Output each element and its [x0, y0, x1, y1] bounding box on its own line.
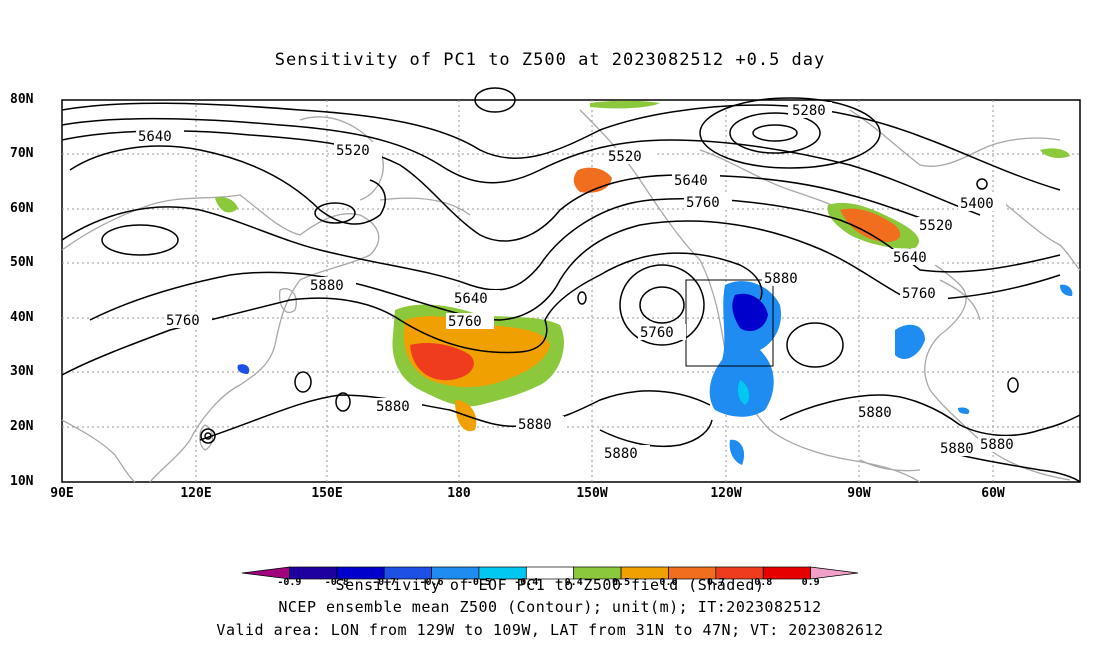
contour-label: 5760	[166, 313, 200, 329]
contour-label: 5640	[674, 173, 708, 189]
contour-label: 5280	[792, 103, 826, 119]
contour-label: 5520	[919, 218, 953, 234]
lat-label: 70N	[10, 146, 34, 161]
lon-label: 90W	[847, 486, 871, 501]
contour-label: 5880	[604, 446, 638, 462]
lat-label: 80N	[10, 92, 34, 107]
lon-label: 120W	[710, 486, 742, 501]
contour-label: 5880	[858, 405, 892, 421]
contour-label: 5880	[376, 399, 410, 415]
lon-label: 150W	[576, 486, 608, 501]
valid-area-box	[685, 279, 774, 367]
lat-label: 50N	[10, 255, 34, 270]
contour-label: 5880	[980, 437, 1014, 453]
contour-label: 5880	[310, 278, 344, 294]
lon-label: 180	[447, 486, 471, 501]
caption-valid-area: Valid area: LON from 129W to 109W, LAT f…	[216, 621, 884, 639]
lat-label: 10N	[10, 474, 34, 489]
contour-label: 5520	[608, 149, 642, 165]
lon-label: 150E	[311, 486, 343, 501]
contour-label: 5760	[902, 286, 936, 302]
lat-label: 60N	[10, 201, 34, 216]
contour-label: 5760	[686, 195, 720, 211]
contour-label: 5760	[448, 314, 482, 330]
caption-contour: NCEP ensemble mean Z500 (Contour); unit(…	[278, 598, 822, 616]
contour-label: 5880	[764, 271, 798, 287]
contour-label: 5520	[336, 143, 370, 159]
contour-label: 5640	[138, 129, 172, 145]
lon-label: 90E	[50, 486, 74, 501]
contour-label: 5400	[960, 196, 994, 212]
lat-label: 30N	[10, 364, 34, 379]
lon-label: 120E	[180, 486, 212, 501]
lat-label: 20N	[10, 419, 34, 434]
contour-labels: 5280 5640 5520 5520 5640 5760 5400 5520 …	[136, 102, 1026, 462]
contour-label: 5880	[518, 417, 552, 433]
lon-label: 60W	[981, 486, 1005, 501]
caption-shaded: Sensitivity of EOF PC1 to Z500 field (Sh…	[335, 576, 765, 594]
plot-title: Sensitivity of PC1 to Z500 at 2023082512…	[274, 50, 826, 70]
shaded-sensitivity	[215, 100, 1073, 465]
contour-label: 5640	[893, 250, 927, 266]
lat-label: 40N	[10, 310, 34, 325]
contour-label: 5880	[940, 441, 974, 457]
contour-label: 5640	[454, 291, 488, 307]
contour-label: 5760	[640, 325, 674, 341]
